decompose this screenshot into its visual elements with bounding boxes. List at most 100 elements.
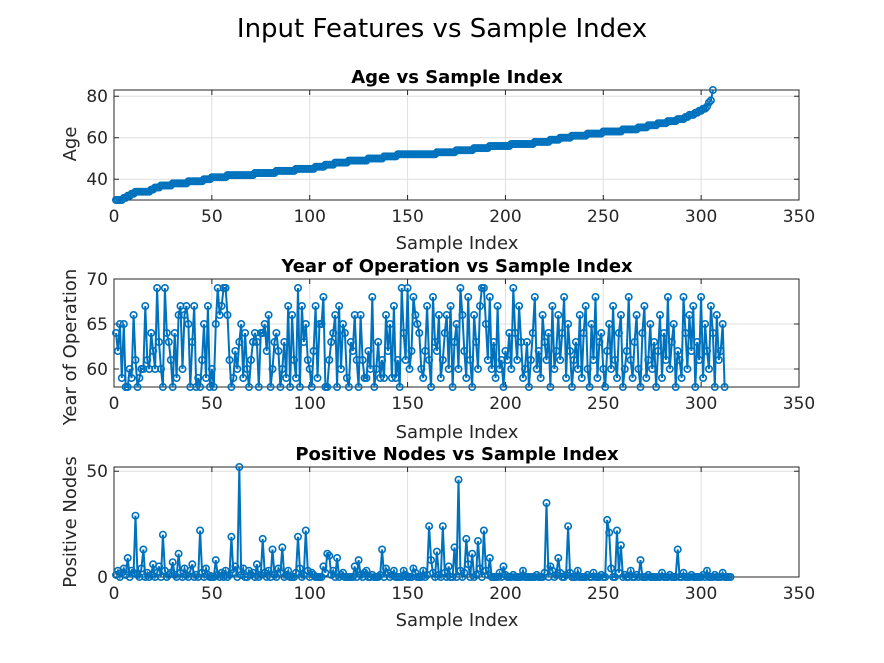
age-axes-box bbox=[113, 89, 800, 201]
year-data-point bbox=[487, 364, 496, 373]
year-data-point bbox=[356, 310, 365, 319]
year-data-point bbox=[135, 373, 144, 382]
age-data-point bbox=[697, 106, 706, 115]
year-data-point bbox=[405, 364, 414, 373]
year-data-point bbox=[160, 283, 169, 292]
year-data-point bbox=[599, 364, 608, 373]
year-data-point bbox=[652, 382, 661, 391]
nodes-data-point bbox=[597, 570, 606, 579]
year-data-point bbox=[243, 364, 252, 373]
year-data-point bbox=[644, 355, 653, 364]
year-xtick-label: 350 bbox=[783, 394, 815, 414]
nodes-data-point bbox=[327, 570, 336, 579]
year-data-point bbox=[393, 355, 402, 364]
year-data-point bbox=[681, 328, 690, 337]
nodes-data-point bbox=[258, 534, 267, 543]
year-data-point bbox=[215, 310, 224, 319]
year-data-point bbox=[147, 328, 156, 337]
year-data-point bbox=[231, 346, 240, 355]
year-data-point bbox=[286, 382, 295, 391]
nodes-data-point bbox=[657, 568, 666, 577]
year-data-point bbox=[489, 337, 498, 346]
year-data-point bbox=[462, 373, 471, 382]
year-data-point bbox=[348, 346, 357, 355]
nodes-data-point bbox=[636, 556, 645, 565]
nodes-data-point bbox=[127, 566, 136, 575]
year-data-point bbox=[249, 337, 258, 346]
year-data-point bbox=[188, 337, 197, 346]
age-chart-xlabel: Sample Index bbox=[396, 233, 519, 254]
year-xtick-label: 0 bbox=[109, 394, 120, 414]
year-data-point bbox=[325, 355, 334, 364]
year-data-point bbox=[587, 319, 596, 328]
year-data-point bbox=[258, 328, 267, 337]
year-data-point bbox=[536, 373, 545, 382]
year-data-point bbox=[448, 382, 457, 391]
year-data-point bbox=[180, 310, 189, 319]
year-data-point bbox=[714, 355, 723, 364]
year-data-point bbox=[472, 337, 481, 346]
year-data-point bbox=[423, 301, 432, 310]
nodes-data-point bbox=[440, 568, 449, 577]
year-data-point bbox=[661, 355, 670, 364]
year-data-point bbox=[389, 301, 398, 310]
year-data-point bbox=[673, 346, 682, 355]
nodes-xtick-label: 150 bbox=[391, 584, 423, 604]
year-data-point bbox=[591, 292, 600, 301]
year-data-point bbox=[475, 301, 484, 310]
year-chart: Year of Operation vs Sample Index Sample… bbox=[60, 256, 815, 443]
nodes-data-point bbox=[432, 547, 441, 556]
nodes-data-point bbox=[411, 568, 420, 577]
year-data-point bbox=[184, 319, 193, 328]
year-data-point bbox=[270, 337, 279, 346]
year-data-point bbox=[282, 373, 291, 382]
nodes-series-line bbox=[115, 466, 731, 581]
year-data-point bbox=[704, 364, 713, 373]
nodes-data-point bbox=[601, 572, 610, 581]
nodes-data-point bbox=[196, 526, 205, 535]
year-data-point bbox=[702, 346, 711, 355]
year-data-point bbox=[630, 337, 639, 346]
year-data-point bbox=[311, 301, 320, 310]
year-data-point bbox=[295, 382, 304, 391]
year-data-point bbox=[648, 364, 657, 373]
year-data-point bbox=[276, 382, 285, 391]
year-data-point bbox=[123, 382, 132, 391]
year-data-point bbox=[260, 319, 269, 328]
year-data-point bbox=[564, 319, 573, 328]
nodes-data-point bbox=[215, 572, 224, 581]
nodes-data-point bbox=[540, 568, 549, 577]
nodes-xtick-label: 350 bbox=[783, 584, 815, 604]
nodes-data-point bbox=[620, 570, 629, 579]
nodes-data-point bbox=[252, 560, 261, 569]
year-data-point bbox=[569, 355, 578, 364]
nodes-data-point bbox=[143, 568, 152, 577]
year-data-point bbox=[239, 373, 248, 382]
year-data-point bbox=[620, 364, 629, 373]
year-data-point bbox=[168, 382, 177, 391]
year-data-point bbox=[299, 337, 308, 346]
year-data-point bbox=[346, 337, 355, 346]
age-data-point bbox=[145, 187, 154, 196]
year-data-point bbox=[129, 310, 138, 319]
year-data-point bbox=[323, 382, 332, 391]
year-data-point bbox=[654, 346, 663, 355]
nodes-xtick-label: 100 bbox=[293, 584, 325, 604]
nodes-data-point bbox=[612, 526, 621, 535]
nodes-data-point bbox=[565, 568, 574, 577]
year-data-point bbox=[499, 382, 508, 391]
nodes-data-point bbox=[462, 534, 471, 543]
year-data-point bbox=[385, 319, 394, 328]
year-data-point bbox=[209, 382, 218, 391]
year-data-point bbox=[583, 364, 592, 373]
year-data-point bbox=[691, 382, 700, 391]
year-data-point bbox=[428, 292, 437, 301]
nodes-data-point bbox=[560, 572, 569, 581]
year-data-point bbox=[597, 328, 606, 337]
age-data-point bbox=[125, 191, 134, 200]
nodes-ytick-label: 50 bbox=[86, 462, 108, 482]
year-data-point bbox=[495, 364, 504, 373]
year-data-point bbox=[192, 382, 201, 391]
year-data-point bbox=[113, 346, 122, 355]
year-data-point bbox=[149, 346, 158, 355]
